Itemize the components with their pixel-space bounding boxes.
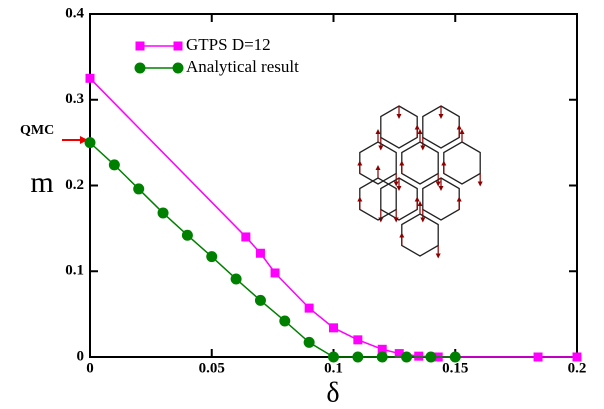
- y-tick-label: 0.2: [65, 177, 84, 193]
- data-point: [206, 251, 218, 263]
- data-point: [353, 335, 363, 345]
- data-point: [304, 303, 314, 313]
- x-axis-label: δ: [326, 377, 339, 408]
- lattice-hexagon: [443, 141, 481, 185]
- data-point: [533, 352, 543, 362]
- legend-label: Analytical result: [186, 57, 299, 76]
- data-point: [329, 323, 338, 333]
- data-point: [230, 273, 242, 285]
- lattice-hexagon: [422, 177, 460, 221]
- data-point: [414, 351, 424, 361]
- spin-arrowhead: [393, 181, 399, 187]
- data-point: [377, 344, 387, 354]
- spin-arrowhead: [357, 160, 363, 166]
- spin-arrowhead: [417, 201, 423, 206]
- data-point: [108, 159, 120, 171]
- x-tick-label: 0.05: [199, 360, 225, 376]
- lattice-hexagon: [380, 105, 418, 149]
- spin-arrowhead: [417, 129, 423, 134]
- y-tick-label: 0.1: [65, 263, 84, 279]
- data-point: [270, 268, 280, 278]
- y-tick-label: 0.3: [65, 91, 84, 107]
- data-point: [303, 336, 315, 348]
- lattice-hexagon: [359, 177, 397, 221]
- x-tick-label: 0.15: [442, 360, 468, 376]
- data-point: [394, 349, 404, 359]
- data-point: [181, 229, 193, 241]
- data-point: [401, 351, 413, 363]
- legend-marker: [172, 62, 184, 74]
- annotation-arrowhead: [80, 136, 88, 144]
- spin-arrowhead: [441, 160, 447, 166]
- y-tick-label: 0.4: [65, 5, 84, 21]
- data-point: [279, 315, 291, 327]
- data-point: [449, 351, 461, 363]
- data-point: [241, 232, 251, 242]
- data-point: [328, 351, 339, 363]
- spin-arrowhead: [435, 181, 441, 187]
- data-point: [255, 248, 265, 258]
- legend-marker: [134, 62, 146, 74]
- data-point: [84, 137, 96, 149]
- data-point: [352, 351, 364, 363]
- spin-arrowhead: [414, 124, 420, 130]
- spin-arrowhead: [393, 217, 399, 223]
- legend-marker: [135, 41, 145, 51]
- x-tick-label: 0.1: [324, 360, 343, 376]
- spin-arrowhead: [438, 186, 444, 191]
- lattice-inset: [357, 105, 483, 259]
- spin-arrowhead: [456, 196, 462, 202]
- spin-arrowhead: [357, 196, 363, 202]
- data-point: [376, 351, 388, 363]
- data-point: [157, 207, 169, 219]
- spin-arrowhead: [438, 114, 444, 119]
- data-point: [425, 351, 437, 363]
- x-tick-label: 0.2: [568, 360, 587, 376]
- spin-arrowhead: [378, 145, 384, 151]
- data-point: [572, 352, 582, 362]
- data-point: [85, 73, 95, 83]
- x-tick-label: 0: [86, 360, 94, 376]
- legend-marker: [173, 41, 183, 51]
- spin-arrowhead: [459, 129, 465, 134]
- data-point: [133, 183, 145, 195]
- spin-arrowhead: [435, 253, 441, 259]
- lattice-hexagon: [380, 177, 418, 221]
- lattice-hexagon: [401, 213, 439, 257]
- plot-frame: [89, 13, 578, 358]
- annotation: QMC: [20, 123, 54, 138]
- legend-label: GTPS D=12: [186, 35, 271, 54]
- y-axis-label: m: [30, 166, 53, 199]
- series-line: [89, 142, 456, 358]
- data-point: [254, 294, 266, 306]
- spin-arrowhead: [477, 181, 483, 187]
- lattice-hexagon: [422, 105, 460, 149]
- spin-arrowhead: [399, 160, 405, 166]
- spin-arrowhead: [399, 232, 405, 238]
- spin-arrowhead: [420, 217, 426, 223]
- spin-arrowhead: [414, 196, 420, 202]
- spin-arrowhead: [375, 165, 381, 170]
- spin-arrowhead: [375, 129, 381, 134]
- spin-arrowhead: [396, 114, 402, 119]
- spin-arrowhead: [456, 124, 462, 130]
- y-tick-label: 0: [77, 348, 85, 364]
- lattice-hexagon: [401, 141, 439, 185]
- spin-arrowhead: [420, 145, 426, 151]
- spin-arrowhead: [396, 186, 402, 191]
- lattice-hexagon: [359, 141, 397, 185]
